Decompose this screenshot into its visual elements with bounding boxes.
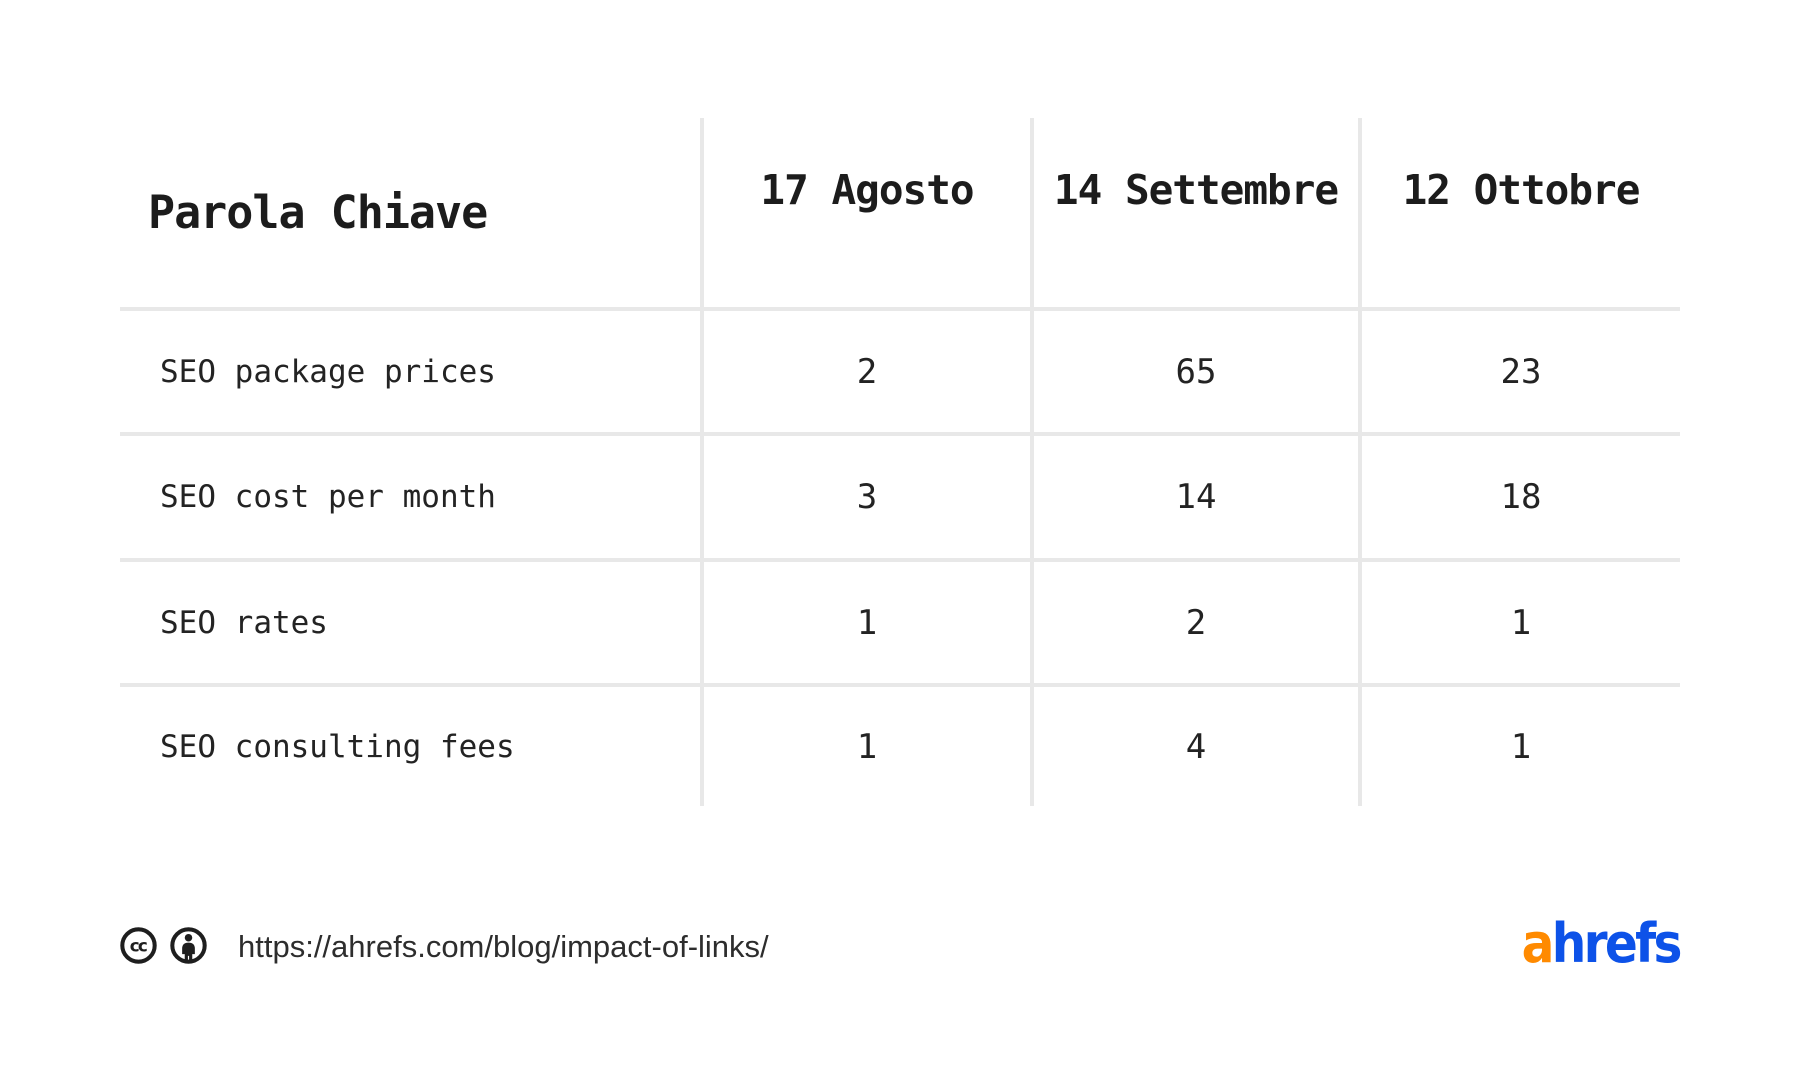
- svg-text:cc: cc: [130, 935, 147, 955]
- value-cell: 1: [1358, 558, 1680, 683]
- value-cell: 1: [1358, 683, 1680, 806]
- value-cell: 65: [1030, 307, 1358, 432]
- row-keyword: SEO cost per month: [120, 432, 700, 558]
- license-icons: cc: [120, 927, 207, 964]
- value-cell: 23: [1358, 307, 1680, 432]
- value-cell: 4: [1030, 683, 1358, 806]
- value-cell: 14: [1030, 432, 1358, 558]
- source-url: https://ahrefs.com/blog/impact-of-links/: [238, 929, 769, 964]
- cc-icon: cc: [120, 927, 157, 964]
- attribution-person-icon: [170, 927, 207, 964]
- value-cell: 1: [700, 558, 1030, 683]
- row-keyword: SEO rates: [120, 558, 700, 683]
- ahrefs-logo-hrefs: hrefs: [1551, 912, 1683, 975]
- col-header-date-1: 17 Agosto: [700, 118, 1030, 307]
- value-cell: 2: [1030, 558, 1358, 683]
- value-cell: 3: [700, 432, 1030, 558]
- keyword-rankings-table: Parola Chiave 17 Agosto 14 Settembre 12 …: [120, 118, 1680, 806]
- col-header-date-3: 12 Ottobre: [1358, 118, 1680, 307]
- row-keyword: SEO package prices: [120, 307, 700, 432]
- value-cell: 1: [700, 683, 1030, 806]
- ahrefs-logo: ahrefs: [1522, 917, 1683, 971]
- row-keyword: SEO consulting fees: [120, 683, 700, 806]
- col-header-date-2: 14 Settembre: [1030, 118, 1358, 307]
- value-cell: 18: [1358, 432, 1680, 558]
- ahrefs-logo-a: a: [1521, 912, 1555, 975]
- value-cell: 2: [700, 307, 1030, 432]
- col-header-keyword: Parola Chiave: [148, 186, 488, 239]
